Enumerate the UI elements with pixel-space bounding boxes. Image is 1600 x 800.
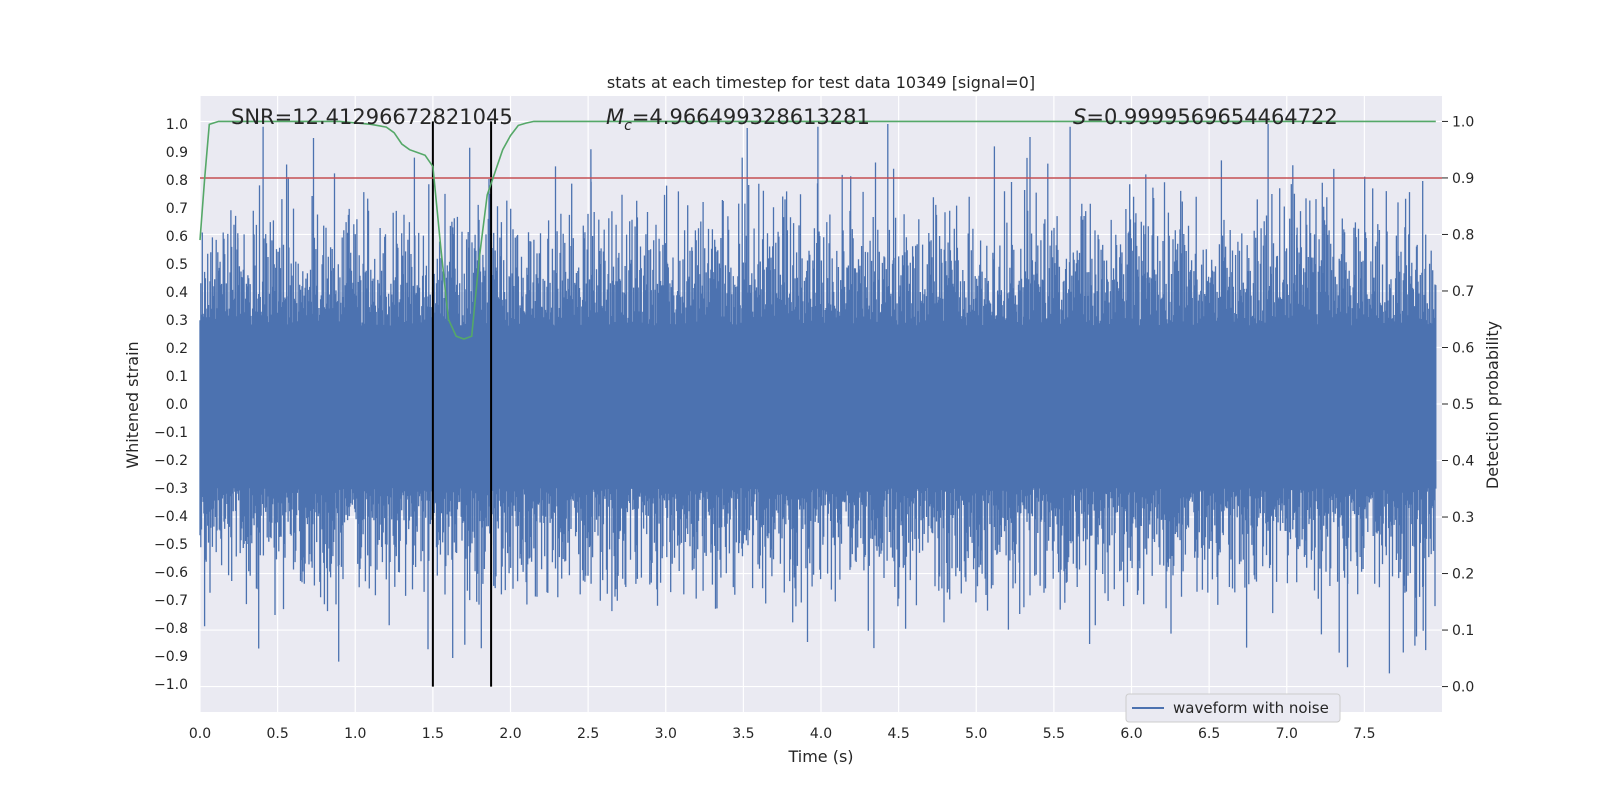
x-tick-label: 0.5 xyxy=(266,726,288,742)
x-tick-label: 3.5 xyxy=(732,726,754,742)
s-annotation: S=0.9999569654464722 xyxy=(1073,105,1338,129)
x-tick-label: 2.5 xyxy=(577,726,599,742)
chirp-mass-annotation: Mc=4.966499328613281 xyxy=(606,105,870,134)
vertical-markers xyxy=(431,121,493,687)
y-left-tick-label: 0.3 xyxy=(166,313,188,329)
x-tick-label: 6.0 xyxy=(1120,726,1142,742)
y-right-tick-label: 0.3 xyxy=(1452,510,1474,526)
y-right-tick-label: 0.0 xyxy=(1452,680,1474,696)
snr-annotation: SNR=12.41296672821045 xyxy=(231,105,513,129)
y-left-tick-label: 0.1 xyxy=(166,369,188,385)
y-right-tick-label: 0.9 xyxy=(1452,171,1474,187)
waveform-core xyxy=(200,328,1436,488)
chirp-mass-subscript: c xyxy=(624,118,632,134)
y-left-tick-label: 0.9 xyxy=(166,145,188,161)
y-left-axis-ticks: 1.0 0.9 0.8 0.7 0.6 0.5 0.4 0.3 0.2 0.1 0.0 −0.1 −0.… xyxy=(154,117,188,693)
x-tick-label: 7.5 xyxy=(1353,726,1375,742)
y-left-tick-label: −0.3 xyxy=(154,481,188,497)
s-value: =0.9999569654464722 xyxy=(1086,105,1337,129)
y-left-tick-label: 0.4 xyxy=(166,285,188,301)
y-left-tick-label: 0.6 xyxy=(166,229,188,245)
x-tick-label: 5.5 xyxy=(1043,726,1065,742)
y-left-tick-label: −0.8 xyxy=(154,621,188,637)
chart-title: stats at each timestep for test data 103… xyxy=(607,73,1035,92)
y-left-tick-label: −0.7 xyxy=(154,593,188,609)
x-axis-ticks: 0.0 0.5 1.0 1.5 2.0 2.5 3.0 3.5 4.0 4.5 5.0 5.5 6.0 6… xyxy=(189,726,1376,742)
y-right-tick-label: 0.1 xyxy=(1452,623,1474,639)
y-left-tick-label: 0.5 xyxy=(166,257,188,273)
chirp-mass-symbol: M xyxy=(606,105,624,129)
x-tick-label: 0.0 xyxy=(189,726,211,742)
x-tick-label: 7.0 xyxy=(1276,726,1298,742)
y-left-tick-label: 0.2 xyxy=(166,341,188,357)
probability-series-line xyxy=(199,120,1436,340)
y-right-axis-ticks: 1.0 0.9 0.8 0.7 0.6 0.5 0.4 0.3 0.2 0.1 0.0 xyxy=(1442,114,1474,696)
y-right-tick-label: 0.7 xyxy=(1452,284,1474,300)
s-symbol: S xyxy=(1073,105,1086,129)
y-left-tick-label: 0.8 xyxy=(166,173,188,189)
x-tick-label: 2.0 xyxy=(499,726,521,742)
y-left-tick-label: −1.0 xyxy=(154,677,188,693)
x-tick-label: 4.5 xyxy=(887,726,909,742)
x-tick-label: 3.0 xyxy=(655,726,677,742)
legend-label: waveform with noise xyxy=(1173,699,1329,717)
y-left-tick-label: −0.2 xyxy=(154,453,188,469)
x-tick-label: 6.5 xyxy=(1198,726,1220,742)
y-right-axis-label: Detection probability xyxy=(1483,321,1502,489)
y-right-tick-label: 0.6 xyxy=(1452,340,1474,356)
y-right-tick-label: 0.5 xyxy=(1452,397,1474,413)
x-tick-label: 4.0 xyxy=(810,726,832,742)
legend-box xyxy=(1125,693,1341,723)
y-left-tick-label: −0.4 xyxy=(154,509,188,525)
x-tick-label: 1.5 xyxy=(422,726,444,742)
y-left-tick-label: 0.7 xyxy=(166,201,188,217)
y-right-tick-label: 0.8 xyxy=(1452,227,1474,243)
y-left-tick-label: −0.5 xyxy=(154,537,188,553)
y-left-tick-label: 1.0 xyxy=(166,117,188,133)
x-tick-label: 5.0 xyxy=(965,726,987,742)
y-right-tick-label: 0.2 xyxy=(1452,567,1474,583)
y-right-tick-label: 1.0 xyxy=(1452,114,1474,130)
legend: waveform with noise xyxy=(1125,693,1341,723)
y-left-tick-label: 0.0 xyxy=(166,397,188,413)
x-tick-label: 1.0 xyxy=(344,726,366,742)
chirp-mass-value: =4.966499328613281 xyxy=(632,105,870,129)
y-left-tick-label: −0.9 xyxy=(154,649,188,665)
y-right-tick-label: 0.4 xyxy=(1452,454,1474,470)
waveform-series xyxy=(199,124,1437,674)
y-left-tick-label: −0.6 xyxy=(154,565,188,581)
x-axis-label: Time (s) xyxy=(787,747,853,766)
y-left-axis-label: Whitened strain xyxy=(123,341,142,468)
y-left-tick-label: −0.1 xyxy=(154,425,188,441)
